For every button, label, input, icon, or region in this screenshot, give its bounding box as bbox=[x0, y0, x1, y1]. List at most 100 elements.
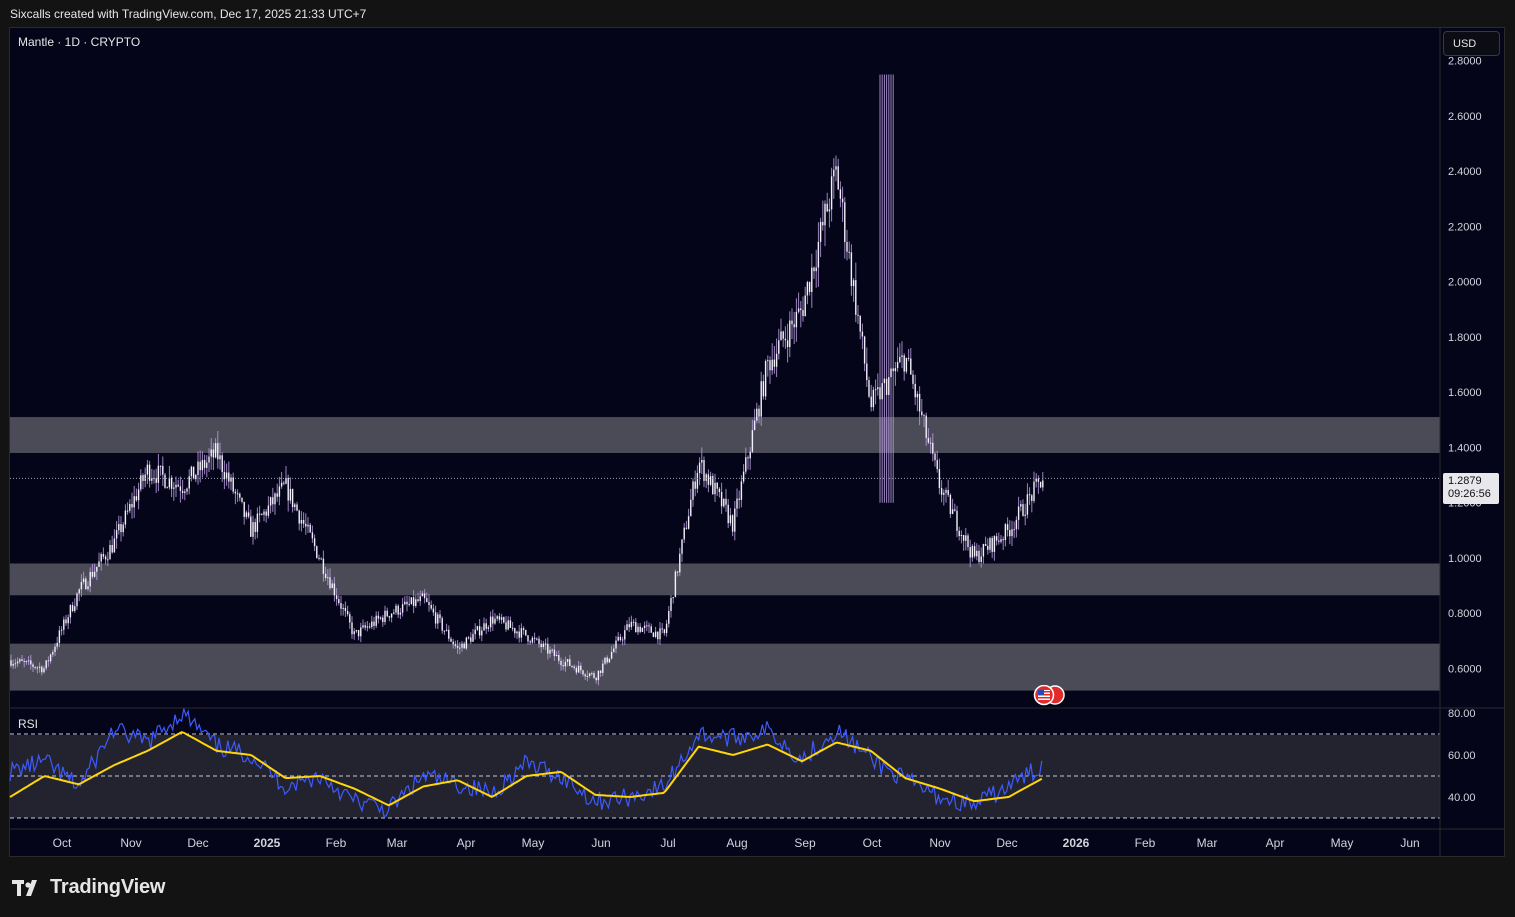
price-candle bbox=[393, 608, 395, 615]
price-candle bbox=[613, 644, 615, 653]
price-candle bbox=[1006, 517, 1009, 537]
price-candle bbox=[1039, 481, 1042, 489]
price-candle bbox=[228, 461, 230, 489]
price-candle bbox=[283, 480, 285, 486]
time-tick-label: Dec bbox=[996, 836, 1017, 850]
price-candle bbox=[668, 606, 670, 628]
price-candle bbox=[989, 536, 991, 553]
price-candle bbox=[316, 545, 318, 559]
price-candle bbox=[151, 468, 153, 485]
price-candle bbox=[632, 619, 635, 627]
price-candle bbox=[947, 479, 949, 498]
price-candle bbox=[712, 473, 714, 495]
price-candle bbox=[998, 532, 1000, 545]
price-candle bbox=[597, 670, 600, 686]
price-candle bbox=[93, 563, 96, 578]
price-candle bbox=[155, 468, 157, 493]
price-candle bbox=[124, 504, 127, 529]
price-candle bbox=[186, 487, 188, 495]
price-candle bbox=[289, 477, 292, 504]
price-candle bbox=[335, 588, 338, 606]
time-tick-label: Jun bbox=[1400, 836, 1419, 850]
price-candle bbox=[415, 594, 417, 608]
price-candle bbox=[168, 465, 171, 490]
price-candle bbox=[322, 550, 325, 582]
price-candle bbox=[225, 463, 228, 486]
price-candle bbox=[775, 338, 778, 378]
price-tick-label: 1.4000 bbox=[1448, 442, 1482, 454]
time-tick-label: Sep bbox=[794, 836, 816, 850]
price-candle bbox=[377, 611, 380, 624]
price-candle bbox=[646, 620, 648, 632]
price-candle bbox=[82, 571, 85, 585]
price-candle bbox=[661, 623, 663, 634]
price-candle bbox=[549, 646, 551, 658]
price-candle bbox=[197, 451, 199, 485]
price-candle bbox=[885, 74, 888, 503]
price-candle bbox=[472, 628, 474, 642]
price-candle bbox=[1017, 496, 1020, 530]
us-flag-event-icon[interactable] bbox=[1032, 685, 1068, 707]
price-candle bbox=[716, 481, 718, 497]
time-tick-label: Oct bbox=[863, 836, 882, 850]
time-tick-label: Dec bbox=[187, 836, 208, 850]
price-candle bbox=[883, 74, 886, 503]
price-candle bbox=[824, 200, 826, 247]
rsi-axis: 80.00 60.00 40.00 bbox=[1448, 708, 1476, 804]
rsi-label[interactable]: RSI bbox=[18, 717, 39, 731]
price-candle bbox=[41, 665, 43, 676]
price-candle bbox=[500, 613, 503, 624]
price-candle bbox=[762, 374, 765, 400]
price-candle bbox=[626, 620, 628, 631]
price-candle bbox=[850, 244, 853, 296]
price-candle bbox=[701, 447, 703, 475]
price-candle bbox=[267, 496, 270, 519]
price-candle bbox=[784, 326, 787, 349]
price-candle bbox=[982, 543, 985, 564]
countdown-value: 09:26:56 bbox=[1448, 488, 1491, 500]
price-candle bbox=[881, 74, 883, 503]
price-candle bbox=[731, 514, 734, 537]
price-candle bbox=[679, 547, 681, 577]
price-candle bbox=[764, 359, 767, 400]
price-candle bbox=[485, 618, 487, 635]
price-candle bbox=[918, 386, 921, 426]
price-candle bbox=[833, 158, 835, 199]
price-candle bbox=[745, 447, 747, 475]
price-candle bbox=[74, 598, 76, 613]
price-candle bbox=[797, 292, 800, 314]
price-candle bbox=[954, 503, 956, 512]
price-candle bbox=[263, 508, 265, 522]
price-candle bbox=[421, 590, 424, 597]
price-candle bbox=[10, 654, 12, 668]
price-candle bbox=[617, 632, 619, 642]
price-candle bbox=[483, 617, 485, 631]
price-candle bbox=[804, 286, 806, 317]
currency-button[interactable]: USD bbox=[1443, 31, 1500, 56]
price-candle bbox=[912, 370, 914, 389]
price-candle bbox=[164, 472, 166, 489]
price-candle bbox=[107, 551, 109, 567]
price-candle bbox=[558, 650, 560, 665]
price-candle bbox=[309, 522, 311, 534]
price-candle bbox=[925, 412, 927, 446]
price-candle bbox=[1026, 483, 1029, 519]
price-candle bbox=[173, 482, 175, 501]
price-candle bbox=[305, 513, 307, 535]
price-candle bbox=[586, 670, 589, 682]
price-candle bbox=[1042, 471, 1044, 492]
price-candle bbox=[760, 371, 762, 426]
price-candle bbox=[192, 466, 195, 480]
price-zone bbox=[10, 417, 1440, 453]
price-candle bbox=[437, 612, 439, 630]
symbol-label[interactable]: Mantle · 1D · CRYPTO bbox=[18, 35, 141, 49]
price-candle bbox=[564, 656, 567, 672]
price-candle bbox=[344, 601, 347, 618]
price-tick-label: 2.0000 bbox=[1448, 277, 1482, 289]
price-candle bbox=[206, 455, 208, 478]
price-candle bbox=[894, 361, 897, 386]
price-candle bbox=[795, 298, 798, 342]
price-candle bbox=[230, 474, 232, 491]
price-candle bbox=[14, 658, 17, 669]
